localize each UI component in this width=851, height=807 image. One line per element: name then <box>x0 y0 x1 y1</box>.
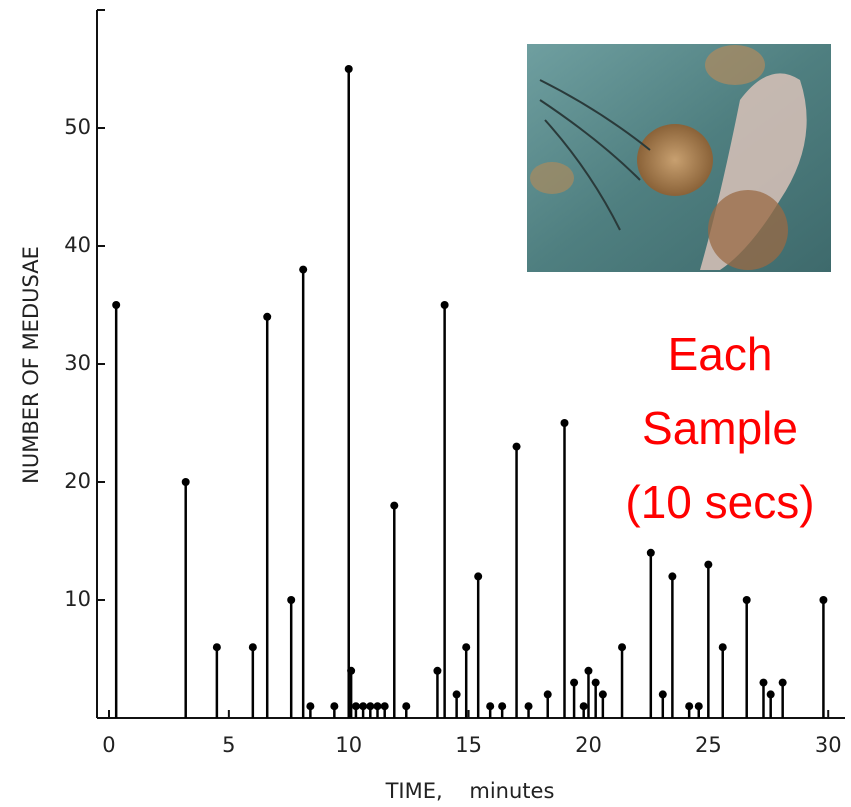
stem-head <box>212 643 221 652</box>
stem-head <box>584 666 593 675</box>
stem-head <box>618 643 627 652</box>
y-axis-label: NUMBER OF MEDUSAE <box>19 246 43 484</box>
stem-head <box>433 666 442 675</box>
stem-head <box>306 702 315 711</box>
stem-head <box>390 501 399 510</box>
stem-head <box>402 702 411 711</box>
x-tick-label: 5 <box>222 733 235 757</box>
stem-head <box>658 690 667 699</box>
stem-head <box>570 678 579 687</box>
y-tick-label: 40 <box>64 233 91 257</box>
stem-head <box>181 478 190 486</box>
stem-head <box>474 572 483 581</box>
stem-head <box>112 301 121 309</box>
x-axis-label: TIME, minutes <box>385 779 555 803</box>
stem-head <box>704 560 713 569</box>
y-tick-label: 50 <box>64 115 91 139</box>
stem-head <box>462 643 471 652</box>
stem-head <box>440 301 449 309</box>
stem-head <box>598 690 607 699</box>
stem-head <box>819 596 828 604</box>
x-tick-label: 0 <box>102 733 115 757</box>
stem-head <box>263 312 272 321</box>
stem-head <box>248 643 257 652</box>
annotation: Each <box>668 328 773 380</box>
stem-head <box>347 666 356 675</box>
x-tick-label: 25 <box>695 733 722 757</box>
stem-head <box>380 702 389 711</box>
stem-head <box>299 265 308 274</box>
x-tick-label: 15 <box>455 733 482 757</box>
stem-head <box>742 596 751 604</box>
stem-head <box>685 702 694 711</box>
stem-head <box>373 702 382 711</box>
stem-head <box>646 548 655 557</box>
stem-head <box>591 678 600 687</box>
stem-head <box>344 65 353 73</box>
stem-head <box>351 702 360 711</box>
y-tick-label: 20 <box>64 469 91 493</box>
x-tick-label: 20 <box>575 733 602 757</box>
stem-head <box>359 702 368 711</box>
stem-head <box>579 702 588 711</box>
stem-head <box>524 702 533 711</box>
stem-head <box>694 702 703 711</box>
stem-head <box>766 690 775 699</box>
stem-head <box>330 702 339 711</box>
stem-head <box>718 643 727 652</box>
stem-head <box>512 442 521 451</box>
x-tick-label: 10 <box>335 733 362 757</box>
stem-head <box>366 702 375 711</box>
y-tick-label: 10 <box>64 587 91 611</box>
annotation: Sample <box>642 402 798 454</box>
stem-head <box>498 702 507 711</box>
y-tick-label: 30 <box>64 351 91 375</box>
stem-head <box>759 678 768 687</box>
stem-head <box>486 702 495 711</box>
stem-head <box>452 690 461 699</box>
stem-head <box>287 596 296 604</box>
x-tick-label: 30 <box>815 733 842 757</box>
annotation: (10 secs) <box>625 476 814 528</box>
photo <box>527 44 831 272</box>
stem-head <box>543 690 552 699</box>
stem-head <box>778 678 787 687</box>
stem-head <box>668 572 677 581</box>
stem-head <box>560 419 569 427</box>
